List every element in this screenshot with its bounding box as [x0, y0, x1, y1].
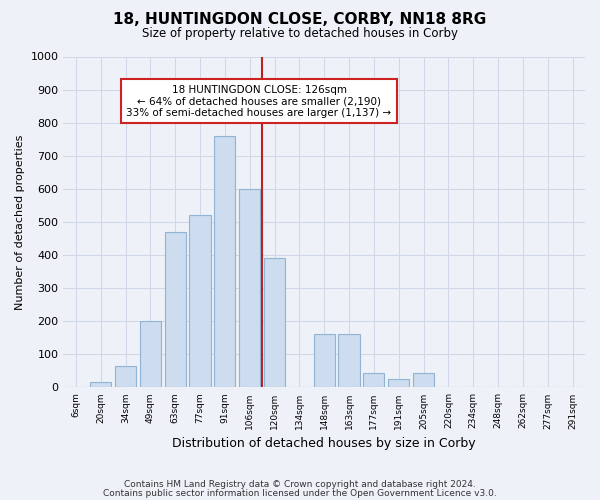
Bar [190, 216, 211, 388]
Bar [413, 372, 434, 388]
Bar [214, 136, 235, 388]
Bar [388, 379, 409, 388]
Bar [115, 366, 136, 388]
Text: 18, HUNTINGDON CLOSE, CORBY, NN18 8RG: 18, HUNTINGDON CLOSE, CORBY, NN18 8RG [113, 12, 487, 28]
X-axis label: Distribution of detached houses by size in Corby: Distribution of detached houses by size … [172, 437, 476, 450]
Bar [239, 189, 260, 388]
Text: Contains public sector information licensed under the Open Government Licence v3: Contains public sector information licen… [103, 488, 497, 498]
Text: 18 HUNTINGDON CLOSE: 126sqm
← 64% of detached houses are smaller (2,190)
33% of : 18 HUNTINGDON CLOSE: 126sqm ← 64% of det… [127, 84, 392, 118]
Bar [140, 321, 161, 388]
Text: Contains HM Land Registry data © Crown copyright and database right 2024.: Contains HM Land Registry data © Crown c… [124, 480, 476, 489]
Text: Size of property relative to detached houses in Corby: Size of property relative to detached ho… [142, 28, 458, 40]
Y-axis label: Number of detached properties: Number of detached properties [15, 134, 25, 310]
Bar [164, 232, 186, 388]
Bar [364, 372, 385, 388]
Bar [338, 334, 359, 388]
Bar [314, 334, 335, 388]
Bar [264, 258, 285, 388]
Bar [90, 382, 111, 388]
